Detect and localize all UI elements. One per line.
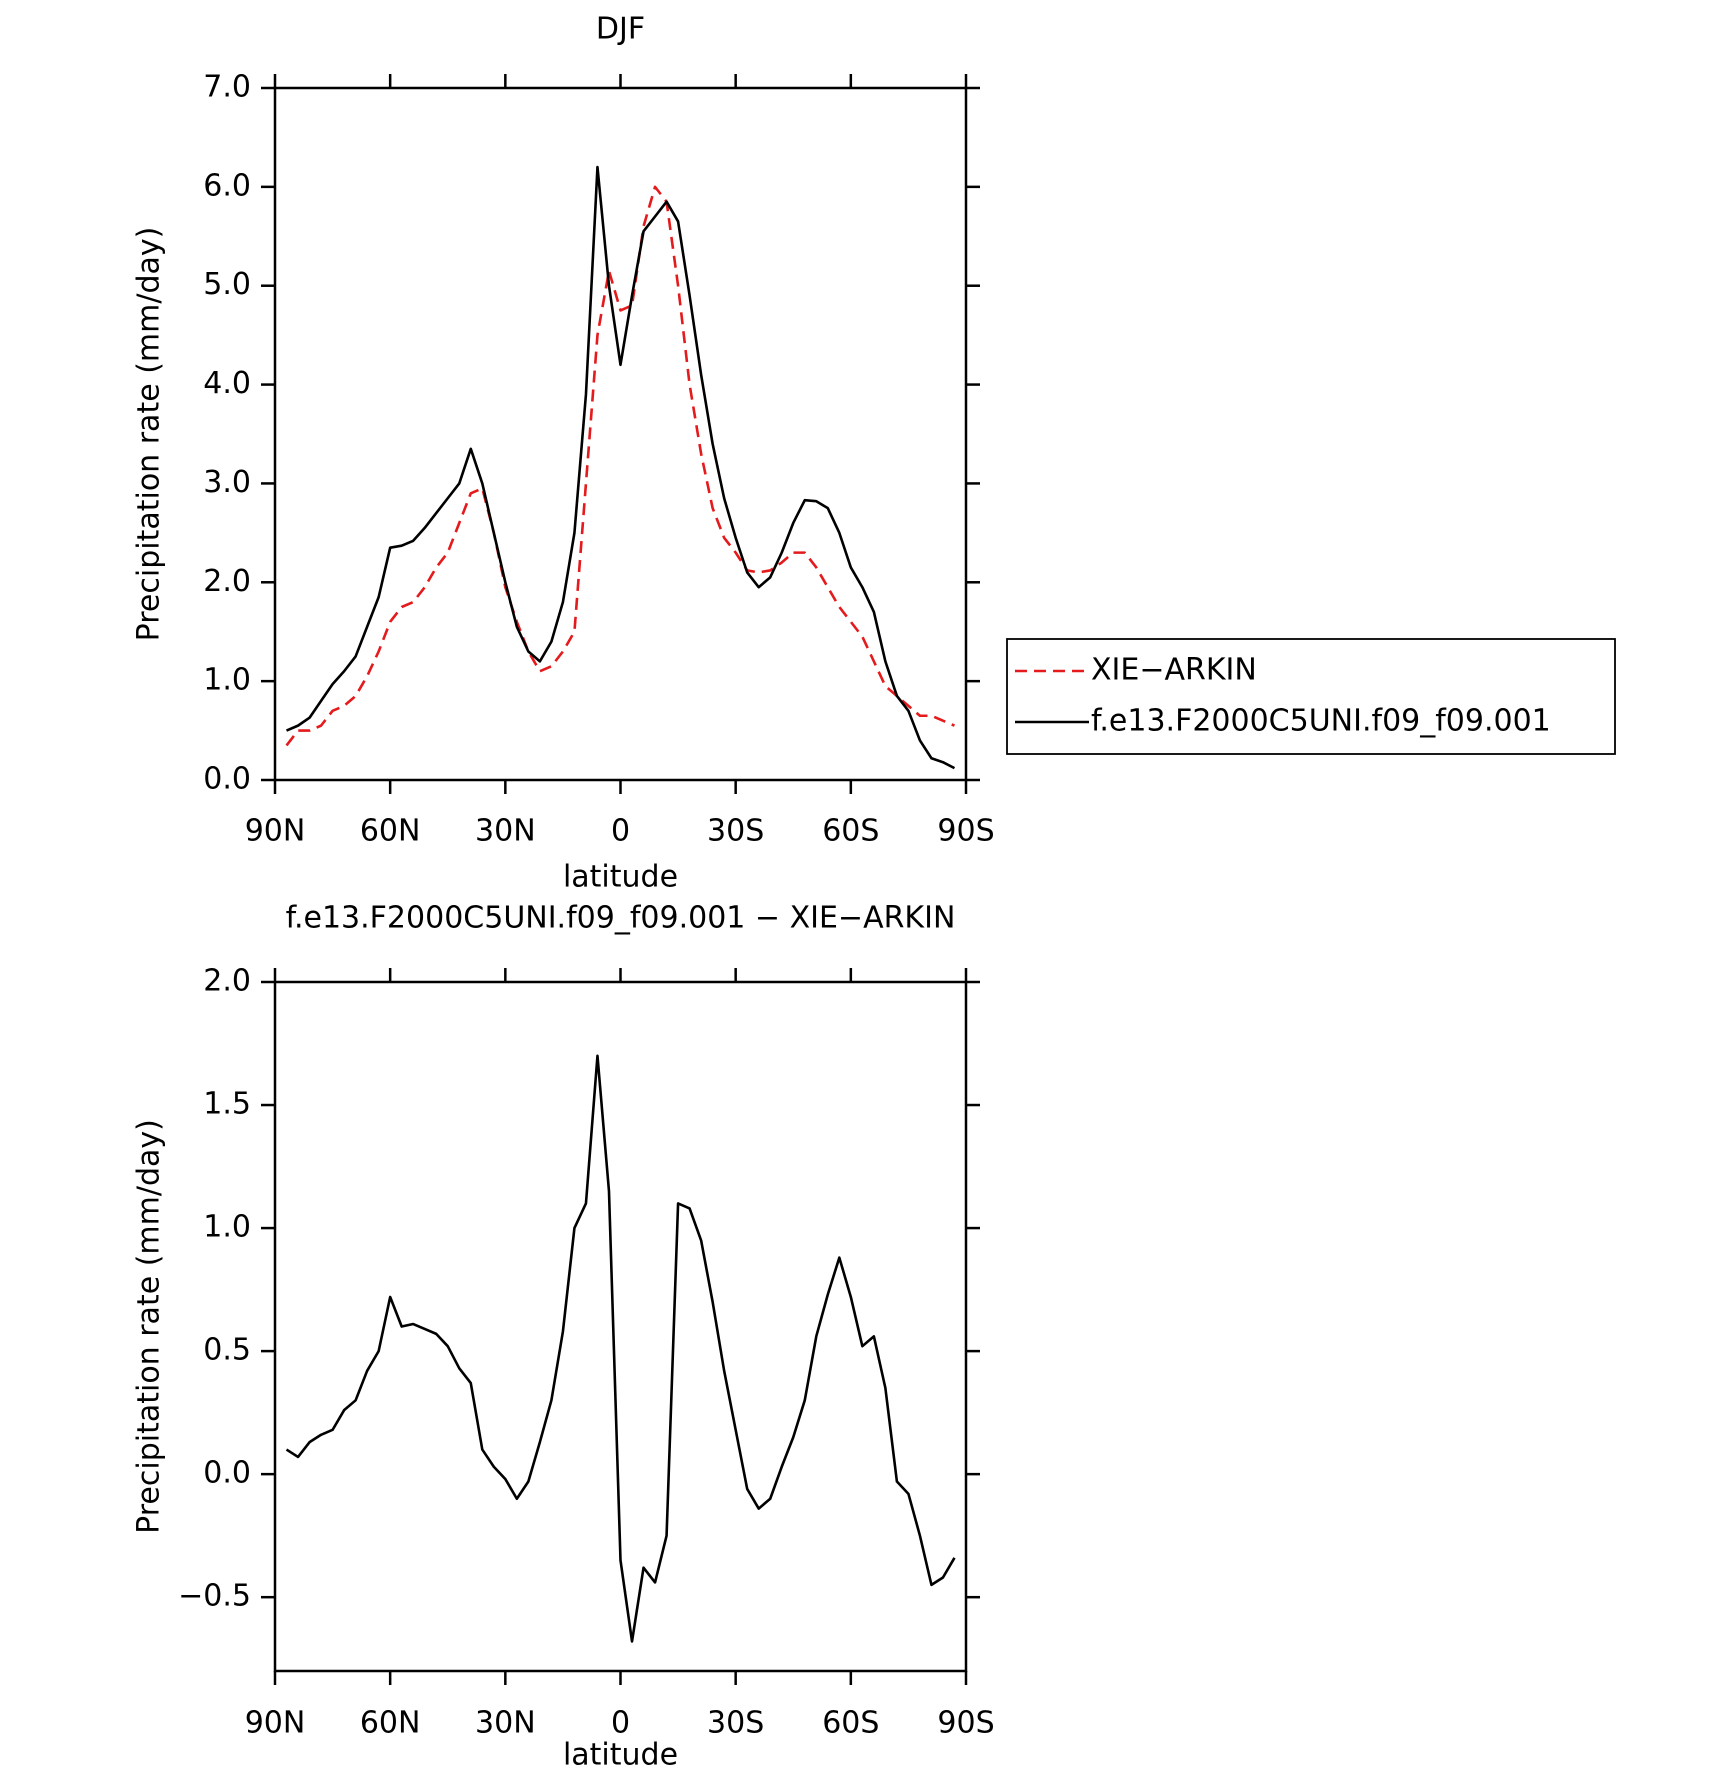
y-tick-label: 1.0 xyxy=(203,1210,251,1245)
y-tick-label: 6.0 xyxy=(203,168,251,203)
y-tick-label: 0.0 xyxy=(203,1456,251,1491)
y-tick-label: 7.0 xyxy=(203,70,251,105)
x-tick-label: 90S xyxy=(937,1706,994,1741)
y-tick-label: 0.5 xyxy=(203,1333,251,1368)
data-line xyxy=(285,185,955,747)
x-axis-label: latitude xyxy=(563,860,678,895)
y-tick-label: 2.0 xyxy=(203,964,251,999)
y-tick-label: 3.0 xyxy=(203,465,251,500)
data-line xyxy=(285,1054,956,1643)
x-tick-label: 60N xyxy=(360,1706,421,1741)
chart-title: DJF xyxy=(596,12,645,47)
x-tick-label: 30S xyxy=(707,814,764,849)
x-tick-label: 60S xyxy=(822,814,879,849)
x-tick-label: 60N xyxy=(360,814,421,849)
data-line xyxy=(286,165,956,770)
x-tick-label: 90S xyxy=(937,814,994,849)
y-tick-label: −0.5 xyxy=(178,1579,251,1614)
x-tick-label: 60S xyxy=(822,1706,879,1741)
x-axis-label: latitude xyxy=(563,1738,678,1773)
y-tick-label: 5.0 xyxy=(203,267,251,302)
x-tick-label: 0 xyxy=(611,814,630,849)
y-tick-label: 1.5 xyxy=(203,1087,251,1122)
y-tick-label: 2.0 xyxy=(203,564,251,599)
legend-box xyxy=(1006,638,1616,755)
y-tick-label: 1.0 xyxy=(203,663,251,698)
legend-label: f.e13.F2000C5UNI.f09_f09.001 xyxy=(1091,704,1551,739)
x-tick-label: 90N xyxy=(245,814,306,849)
y-tick-label: 4.0 xyxy=(203,366,251,401)
x-tick-label: 30N xyxy=(475,814,536,849)
plot-frame xyxy=(273,86,968,782)
y-tick-label: 0.0 xyxy=(203,762,251,797)
chart-title: f.e13.F2000C5UNI.f09_f09.001 − XIE−ARKIN xyxy=(286,901,956,936)
x-tick-label: 90N xyxy=(245,1706,306,1741)
y-axis-label: Precipitation rate (mm/day) xyxy=(132,1119,167,1534)
x-tick-label: 0 xyxy=(611,1706,630,1741)
x-tick-label: 30S xyxy=(707,1706,764,1741)
legend-label: XIE−ARKIN xyxy=(1091,653,1257,688)
y-axis-label: Precipitation rate (mm/day) xyxy=(132,227,167,642)
x-tick-label: 30N xyxy=(475,1706,536,1741)
